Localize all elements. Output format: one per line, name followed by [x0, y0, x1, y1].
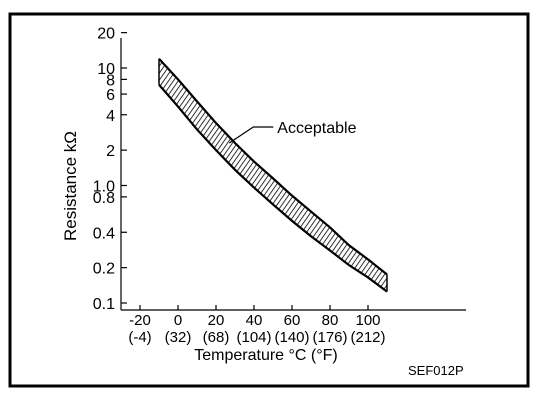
x-tick-label-fahrenheit: (104)	[236, 329, 271, 346]
figure-border	[8, 12, 530, 388]
y-tick-label: 0.2	[93, 261, 115, 278]
x-axis-ticks: -20(-4) 0(32) 20(68) 40(104) 60(140) 80(176) 1…	[128, 305, 386, 346]
acceptable-band	[159, 58, 387, 292]
x-tick-label: -20	[129, 312, 151, 329]
y-tick-label: 0.1	[93, 296, 115, 313]
y-tick-label: 4	[106, 108, 115, 125]
x-tick-label-fahrenheit: (212)	[350, 329, 385, 346]
y-tick-label: 6	[106, 87, 115, 104]
x-tick-label: 80	[322, 312, 339, 329]
y-tick-label: 0.8	[93, 190, 115, 207]
y-tick-label: 0.4	[93, 225, 115, 242]
x-tick-label-fahrenheit: (140)	[274, 329, 309, 346]
band-lower-line	[158, 84, 388, 293]
y-tick-label: 8	[106, 72, 115, 89]
x-tick-label-fahrenheit: (32)	[165, 329, 192, 346]
y-axis-label: Resistance kΩ	[61, 131, 80, 241]
x-tick-label: 0	[174, 312, 182, 329]
x-tick-label: 20	[208, 312, 225, 329]
y-tick-label: 10	[97, 61, 115, 78]
annotation-leader-line	[228, 126, 274, 144]
plot-area: Acceptable	[158, 57, 388, 293]
x-tick-label-fahrenheit: (176)	[312, 329, 347, 346]
x-tick-label: 60	[284, 312, 301, 329]
figure-code: SEF012P	[408, 363, 464, 378]
x-tick-label-fahrenheit: (-4)	[128, 329, 151, 346]
x-tick-label-fahrenheit: (68)	[203, 329, 230, 346]
band-upper-line	[158, 57, 388, 276]
x-axis-label: Temperature °C (°F)	[194, 347, 338, 364]
y-tick-label: 2	[106, 143, 115, 160]
y-tick-label: 1.0	[93, 179, 115, 196]
y-tick-label: 20	[97, 26, 115, 43]
annotation-acceptable: Acceptable	[277, 120, 356, 137]
x-tick-label: 100	[355, 312, 380, 329]
x-tick-label: 40	[246, 312, 263, 329]
